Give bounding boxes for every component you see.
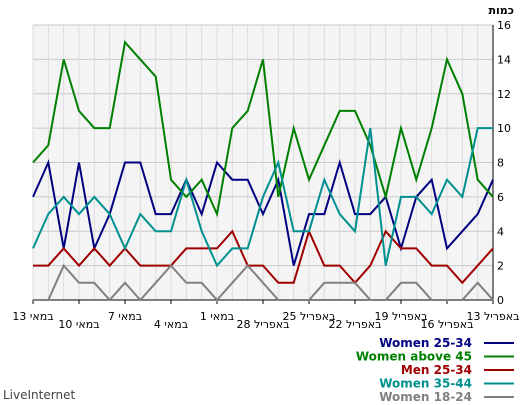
watermark: LiveInternet — [3, 388, 75, 402]
y-axis: 0 2 4 6 8 10 12 14 16 — [497, 19, 511, 307]
series-line-2 — [33, 228, 494, 285]
legend-label: Women 18-24 — [379, 390, 472, 404]
y-tick-label: 14 — [497, 53, 511, 66]
x-tick-label: 7 במאי — [108, 310, 142, 323]
legend-label: Men 25-34 — [401, 363, 472, 377]
legend-label: Women above 45 — [356, 350, 472, 364]
y-tick-label: 6 — [497, 191, 504, 204]
x-tick-label: 28 באפריל — [236, 318, 289, 331]
x-tick-label: 22 באפריל — [328, 318, 381, 331]
y-tick-label: 10 — [497, 122, 511, 135]
x-tick-label: 25 באפריל — [282, 310, 335, 323]
legend-label: Women 25-34 — [379, 336, 472, 350]
y-tick-label: 0 — [497, 294, 504, 307]
x-tick-label: 16 באפריל — [420, 318, 473, 331]
series-line-1 — [32, 39, 494, 218]
y-tick-label: 12 — [497, 88, 511, 101]
x-tick-label: 13 במאי — [12, 310, 53, 323]
x-tick-label: 1 במאי — [200, 310, 234, 323]
y-tick-label: 8 — [497, 157, 504, 170]
x-tick-label: 13 באפריל — [466, 310, 519, 323]
series-lines — [32, 39, 494, 302]
x-tick-label: 4 במאי — [154, 318, 188, 331]
y-tick-label: 4 — [497, 225, 504, 238]
y-tick-label: 16 — [497, 19, 511, 32]
x-tick-label: 10 במאי — [58, 318, 99, 331]
legend-label: Women 35-44 — [379, 377, 472, 391]
series-line-4 — [33, 263, 494, 302]
series-line-3 — [32, 127, 493, 268]
y-tick-label: 2 — [497, 260, 504, 273]
y-axis-label: כמות — [489, 4, 514, 17]
x-tick-label: 19 באפריל — [374, 310, 427, 323]
